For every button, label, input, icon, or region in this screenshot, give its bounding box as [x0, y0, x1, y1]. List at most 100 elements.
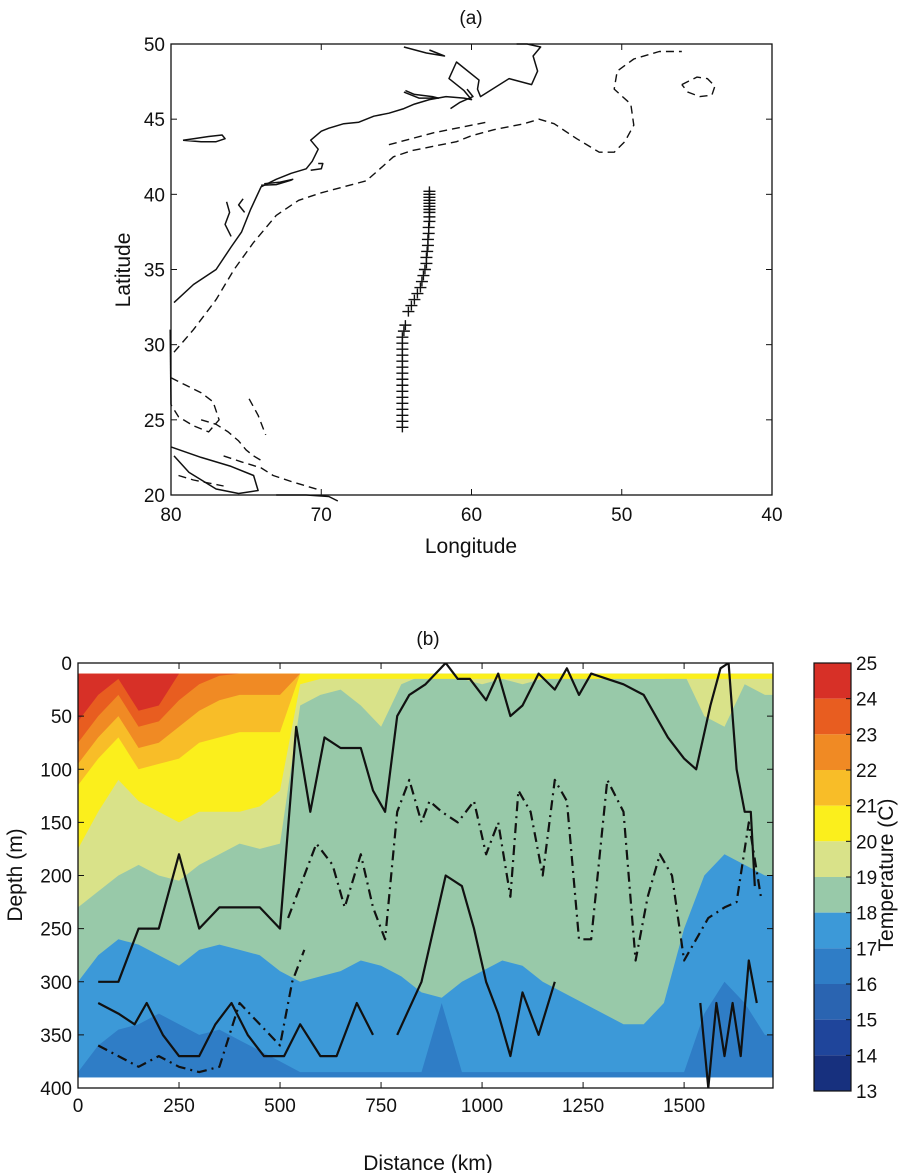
dashdot-series-line: [287, 778, 762, 962]
coastline-line: [403, 46, 446, 57]
coastline-line: [224, 201, 232, 237]
section-x-tick-label: 750: [365, 1096, 397, 1117]
bathymetry-contour-line: [248, 398, 267, 436]
bathymetry-contour-line: [681, 76, 716, 98]
map-y-tick-label: 20: [144, 486, 165, 507]
colorbar-swatch: [814, 663, 851, 699]
coastline-line: [261, 178, 294, 187]
coastline-line: [310, 162, 324, 172]
section-y-axis-label: Depth (m): [4, 828, 27, 921]
map-y-tick-label: 40: [144, 185, 165, 206]
section-x-tick-label: 0: [73, 1096, 84, 1117]
map-y-tick-label: 45: [144, 110, 165, 131]
map-y-tick-label: 30: [144, 336, 165, 357]
panel-b: (b) 0 250 500 750 1000 1250 1500 0 50 100 150 200 2…: [4, 629, 898, 1173]
colorbar-swatch: [814, 1055, 851, 1091]
station-marker: [414, 282, 427, 293]
colorbar-swatch: [814, 770, 851, 806]
colorbar-tick-label: 13: [856, 1082, 877, 1103]
station-marker: [422, 222, 435, 233]
colorbar-swatch: [814, 912, 851, 949]
bathymetry-contour-line: [178, 474, 224, 487]
section-y-tick-label: 150: [40, 813, 72, 834]
colorbar-label: Temperature (C): [875, 799, 898, 952]
colorbar-swatch: [814, 698, 851, 735]
temperature-contour-fills: [78, 673, 773, 1078]
coastline-line: [403, 89, 440, 99]
colorbar-tick-label: 21: [856, 797, 877, 818]
map-x-tick-label: 60: [461, 505, 482, 526]
colorbar-tick-label: 19: [856, 868, 877, 889]
station-marker: [397, 326, 410, 337]
map-plot-area: [171, 44, 772, 495]
colorbar-swatch: [814, 948, 851, 984]
solid-series-line: [97, 1001, 374, 1058]
coastline-line: [450, 88, 474, 110]
solid-series-line: [699, 959, 758, 1088]
station-marker: [418, 264, 431, 275]
map-y-tick-label: 35: [144, 261, 165, 282]
bathymetry-contour-line: [388, 121, 487, 146]
panel-b-title: (b): [416, 629, 439, 650]
map-y-axis-label: Latitude: [112, 233, 135, 308]
map-x-ticks: 80 70 60 50 40: [160, 44, 783, 526]
colorbar-swatch: [814, 877, 851, 913]
coastline-line: [237, 198, 246, 213]
station-marker: [421, 246, 434, 257]
coastline-line: [170, 446, 259, 495]
section-x-axis-label: Distance (km): [363, 1152, 493, 1173]
map-x-tick-label: 40: [761, 505, 782, 526]
bathymetry-contour-line: [173, 50, 682, 353]
isotherm-fill-21: [78, 673, 773, 786]
colorbar-tick-label: 20: [856, 832, 877, 853]
section-y-tick-label: 350: [40, 1026, 72, 1047]
section-y-tick-label: 50: [51, 707, 72, 728]
colorbar-tick-label: 25: [856, 654, 877, 675]
map-x-tick-label: 50: [611, 505, 632, 526]
section-x-tick-label: 1000: [461, 1096, 503, 1117]
map-x-tick-label: 80: [160, 505, 181, 526]
station-marker: [405, 300, 418, 311]
station-marker: [420, 252, 433, 263]
station-marker: [411, 288, 424, 299]
solid-series-line: [396, 874, 556, 1058]
colorbar: 25 24 23 22 21 20 19 18 17 16 15 14 13: [813, 654, 878, 1103]
colorbar-swatch: [814, 841, 851, 877]
colorbar-swatch: [814, 984, 851, 1020]
coastline-line: [276, 494, 339, 502]
section-lines: [97, 663, 762, 1088]
station-marker: [417, 270, 430, 281]
section-y-ticks: 0 50 100 150 200 250 300 350 400: [40, 654, 773, 1100]
station-marker: [408, 294, 421, 305]
map-y-tick-label: 25: [144, 411, 165, 432]
station-marker: [423, 186, 436, 197]
station-marker: [415, 276, 428, 287]
colorbar-swatch: [814, 734, 851, 770]
section-y-tick-label: 250: [40, 920, 72, 941]
coastline-line: [182, 134, 226, 143]
map-y-tick-label: 50: [144, 35, 165, 56]
section-y-tick-label: 300: [40, 973, 72, 994]
map-y-ticks: 20 25 30 35 40 45 50: [144, 35, 772, 507]
isotherm-fill-24: [78, 673, 773, 722]
section-y-tick-label: 200: [40, 867, 72, 888]
section-y-tick-label: 0: [61, 654, 72, 675]
colorbar-tick-label: 16: [856, 975, 877, 996]
isotherm-fill-17: [78, 981, 773, 1078]
section-x-ticks: 0 250 500 750 1000 1250 1500: [73, 663, 705, 1117]
section-x-tick-label: 1500: [663, 1096, 705, 1117]
dashdot-series-line: [97, 949, 306, 1074]
map-x-tick-label: 70: [311, 505, 332, 526]
colorbar-tick-label: 24: [856, 690, 878, 711]
bathymetry-contour-line: [223, 455, 322, 492]
solid-series-line: [98, 663, 756, 983]
section-y-tick-label: 100: [40, 760, 72, 781]
colorbar-tick-label: 23: [856, 725, 877, 746]
section-x-tick-label: 500: [264, 1096, 296, 1117]
section-x-tick-label: 250: [163, 1096, 195, 1117]
colorbar-tick-label: 15: [856, 1011, 877, 1032]
colorbar-tick-label: 17: [856, 939, 877, 960]
colorbar-tick-label: 22: [856, 761, 877, 782]
